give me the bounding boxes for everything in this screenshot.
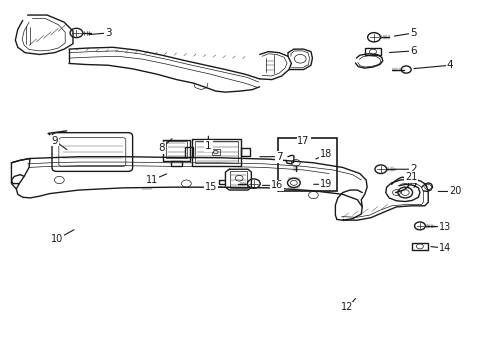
Bar	[171, 161, 182, 166]
Text: 11: 11	[146, 175, 158, 185]
Text: 19: 19	[319, 179, 332, 189]
Text: 10: 10	[51, 234, 63, 244]
Text: 7: 7	[276, 152, 283, 162]
Text: 2: 2	[410, 164, 417, 174]
Text: 17: 17	[297, 136, 310, 145]
Text: 5: 5	[410, 28, 417, 38]
Bar	[241, 148, 250, 156]
Text: 3: 3	[105, 28, 112, 38]
Text: 21: 21	[405, 172, 417, 182]
Text: 16: 16	[270, 180, 283, 190]
Bar	[212, 149, 220, 155]
Text: 13: 13	[439, 222, 451, 231]
Text: 4: 4	[447, 60, 454, 70]
Bar	[230, 171, 247, 188]
Text: 20: 20	[449, 186, 461, 197]
Text: 1: 1	[205, 141, 212, 151]
Text: 9: 9	[51, 136, 58, 145]
Bar	[195, 141, 238, 163]
Bar	[278, 138, 337, 192]
Bar	[412, 243, 428, 250]
Bar	[365, 48, 381, 55]
Text: 14: 14	[439, 243, 451, 253]
Text: 6: 6	[410, 46, 417, 56]
Text: 8: 8	[159, 143, 165, 153]
Bar	[166, 140, 187, 158]
Bar	[185, 147, 193, 157]
Text: 18: 18	[319, 149, 332, 159]
Text: 15: 15	[205, 182, 217, 192]
Text: 12: 12	[342, 302, 354, 312]
